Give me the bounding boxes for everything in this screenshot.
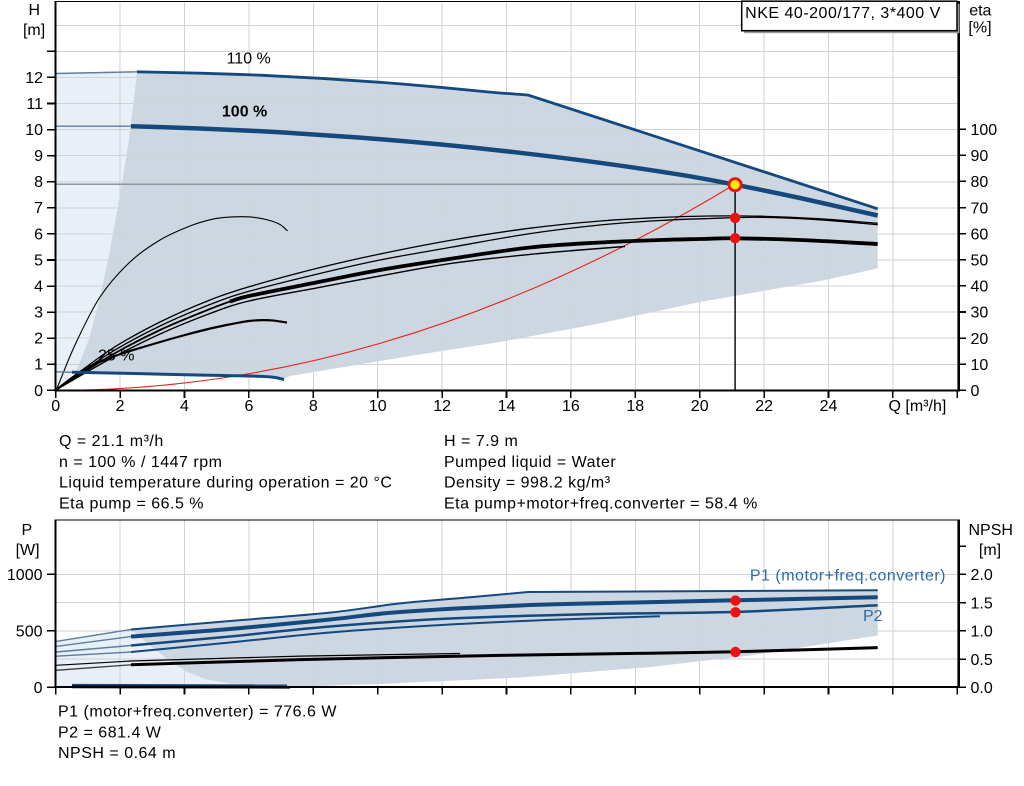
- svg-text:Eta pump+motor+freq.converter: Eta pump+motor+freq.converter = 58.4 %: [444, 495, 758, 512]
- svg-text:[m]: [m]: [23, 22, 45, 39]
- svg-text:60: 60: [971, 226, 989, 243]
- svg-text:40: 40: [971, 279, 989, 296]
- svg-text:Eta pump = 66.5 %: Eta pump = 66.5 %: [59, 495, 204, 512]
- svg-text:P2: P2: [863, 608, 883, 625]
- svg-text:12: 12: [25, 70, 43, 87]
- svg-text:NPSH: NPSH: [968, 522, 1012, 539]
- svg-text:2: 2: [34, 331, 43, 348]
- svg-text:16: 16: [562, 398, 580, 415]
- svg-text:H: H: [29, 2, 41, 19]
- svg-text:30: 30: [971, 305, 989, 322]
- svg-text:22: 22: [755, 398, 773, 415]
- svg-text:12: 12: [433, 398, 451, 415]
- svg-text:100 %: 100 %: [222, 104, 267, 121]
- svg-text:P: P: [21, 522, 32, 539]
- svg-text:1: 1: [34, 357, 43, 374]
- svg-text:1.0: 1.0: [971, 624, 993, 641]
- svg-text:20: 20: [971, 331, 989, 348]
- svg-text:P1 (motor+freq.converter): P1 (motor+freq.converter): [750, 568, 946, 585]
- svg-text:P1 (motor+freq.converter) = 77: P1 (motor+freq.converter) = 776.6 W: [58, 704, 337, 721]
- svg-text:[W]: [W]: [16, 542, 40, 559]
- svg-text:Q [m³/h]: Q [m³/h]: [889, 398, 947, 415]
- svg-text:H = 7.9 m: H = 7.9 m: [444, 433, 518, 450]
- svg-text:50: 50: [971, 253, 989, 270]
- svg-text:8: 8: [309, 398, 318, 415]
- svg-text:70: 70: [971, 200, 989, 217]
- svg-text:P2 = 681.4 W: P2 = 681.4 W: [58, 724, 162, 741]
- svg-text:0: 0: [34, 680, 43, 697]
- svg-text:0: 0: [34, 383, 43, 400]
- svg-text:0: 0: [51, 398, 60, 415]
- svg-text:20: 20: [691, 398, 709, 415]
- svg-text:Pumped liquid = Water: Pumped liquid = Water: [444, 454, 616, 471]
- svg-text:11: 11: [26, 96, 43, 113]
- svg-text:5: 5: [34, 252, 43, 269]
- svg-text:10: 10: [369, 398, 387, 415]
- svg-text:10: 10: [25, 122, 43, 139]
- svg-text:2: 2: [116, 398, 125, 415]
- svg-text:6: 6: [244, 398, 253, 415]
- svg-text:10: 10: [971, 357, 989, 374]
- svg-text:8: 8: [34, 174, 43, 191]
- svg-text:18: 18: [626, 398, 644, 415]
- svg-text:[m]: [m]: [979, 542, 1001, 559]
- svg-text:1.5: 1.5: [971, 595, 993, 612]
- svg-text:14: 14: [498, 398, 516, 415]
- svg-text:Density = 998.2 kg/m³: Density = 998.2 kg/m³: [444, 475, 611, 492]
- svg-text:eta: eta: [969, 3, 991, 20]
- svg-text:4: 4: [34, 278, 43, 295]
- svg-text:80: 80: [971, 174, 989, 191]
- svg-text:[%]: [%]: [968, 20, 991, 37]
- svg-text:2.0: 2.0: [971, 567, 993, 584]
- svg-text:NPSH = 0.64 m: NPSH = 0.64 m: [58, 745, 176, 762]
- svg-text:Q = 21.1 m³/h: Q = 21.1 m³/h: [59, 433, 164, 450]
- svg-text:25 %: 25 %: [98, 347, 134, 364]
- svg-text:110 %: 110 %: [227, 50, 271, 67]
- svg-text:9: 9: [34, 148, 43, 165]
- svg-text:6: 6: [34, 226, 43, 243]
- svg-text:3: 3: [34, 305, 43, 322]
- svg-text:24: 24: [820, 398, 838, 415]
- svg-text:n = 100 % / 1447 rpm: n = 100 % / 1447 rpm: [59, 454, 222, 471]
- svg-text:0.0: 0.0: [971, 680, 993, 697]
- svg-text:1000: 1000: [7, 567, 43, 584]
- svg-text:500: 500: [16, 624, 43, 641]
- svg-text:NKE 40-200/177, 3*400 V: NKE 40-200/177, 3*400 V: [745, 5, 941, 22]
- svg-text:100: 100: [971, 122, 998, 139]
- svg-text:0.5: 0.5: [971, 652, 993, 669]
- svg-text:4: 4: [180, 398, 189, 415]
- svg-text:0: 0: [971, 383, 980, 400]
- svg-text:90: 90: [971, 148, 989, 165]
- svg-text:7: 7: [34, 200, 43, 217]
- svg-text:Liquid temperature during oper: Liquid temperature during operation = 20…: [59, 475, 392, 492]
